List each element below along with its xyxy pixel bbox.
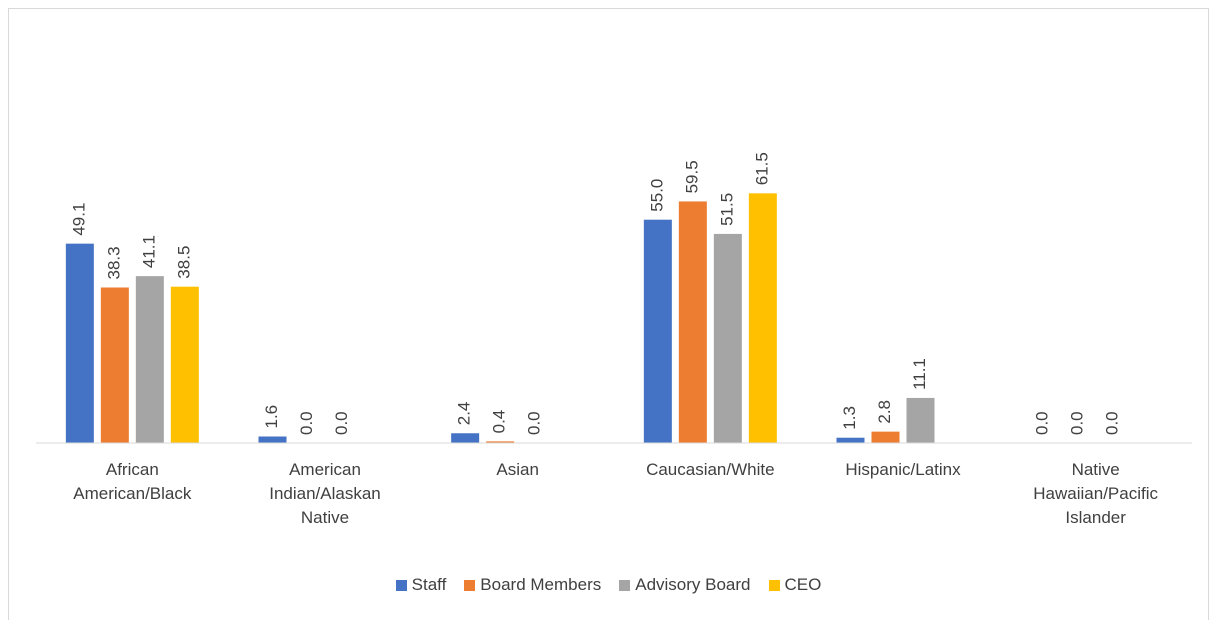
legend-swatch	[395, 579, 407, 591]
bar	[748, 193, 777, 443]
data-label: 59.5	[682, 160, 701, 193]
bar	[170, 286, 199, 443]
data-label: 2.4	[455, 402, 474, 426]
data-label: 0.0	[1033, 411, 1052, 435]
bar	[871, 431, 900, 443]
data-label: 38.5	[174, 246, 193, 279]
legend-item: Staff	[395, 575, 447, 595]
data-label: 38.3	[104, 246, 123, 279]
data-label: 1.6	[262, 405, 281, 429]
data-label: 1.3	[840, 406, 859, 430]
data-label: 55.0	[647, 179, 666, 212]
data-label: 11.1	[910, 358, 929, 390]
data-label: 61.5	[752, 152, 771, 185]
bar	[713, 233, 742, 443]
legend-label: CEO	[784, 575, 822, 594]
bar	[65, 243, 94, 443]
x-tick-label: Asian	[496, 460, 539, 479]
bar	[836, 437, 865, 443]
data-label: 49.1	[69, 203, 88, 236]
bar	[486, 441, 515, 443]
bar	[906, 397, 935, 443]
legend-swatch	[464, 579, 476, 591]
chart-border	[8, 8, 1209, 620]
data-label: 0.0	[1068, 411, 1087, 435]
data-label: 0.0	[297, 411, 316, 435]
data-label: 2.8	[875, 400, 894, 424]
x-tick-label: Caucasian/White	[646, 460, 775, 479]
x-tick-label: Hispanic/Latinx	[845, 460, 961, 479]
bar	[135, 276, 164, 443]
legend-swatch	[768, 579, 780, 591]
bar	[258, 436, 287, 443]
bar	[678, 201, 707, 443]
legend-label: Advisory Board	[635, 575, 751, 594]
legend-label: Board Members	[480, 575, 602, 594]
legend-item: Board Members	[464, 575, 601, 595]
data-label: 0.0	[525, 411, 544, 435]
legend-swatch	[619, 579, 631, 591]
bar	[100, 287, 129, 443]
bar	[451, 433, 480, 443]
x-tick-label: African American/Black	[73, 460, 192, 503]
legend-label: Staff	[411, 575, 447, 594]
data-label: 51.5	[717, 193, 736, 226]
data-label: 0.4	[490, 410, 509, 434]
data-label: 0.0	[1103, 411, 1122, 435]
legend-item: CEO	[768, 575, 822, 595]
legend-item: Advisory Board	[619, 575, 751, 595]
x-tick-label: American Indian/Alaskan Native	[269, 460, 381, 527]
data-label: 0.0	[332, 411, 351, 435]
x-tick-label: Native Hawaiian/Pacific Islander	[1033, 460, 1159, 527]
legend: Staff Board Members Advisory Board CEO	[0, 575, 1217, 595]
data-label: 41.1	[139, 235, 158, 268]
bar	[643, 219, 672, 443]
